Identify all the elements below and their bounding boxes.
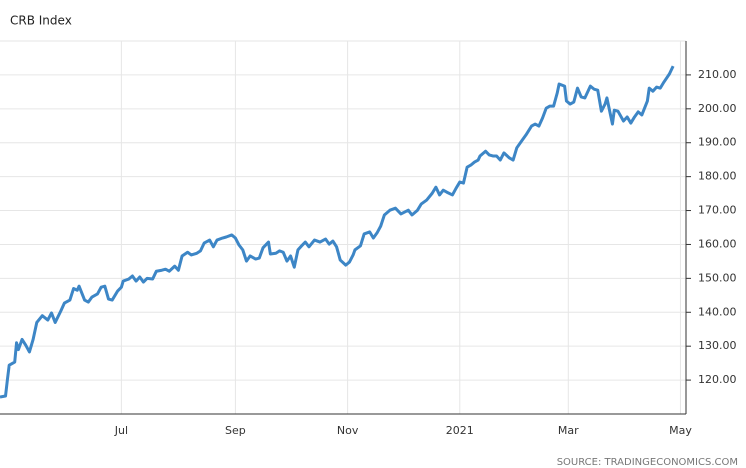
- y-tick-label: 160.00: [698, 237, 737, 250]
- y-tick-label: 130.00: [698, 339, 737, 352]
- y-tick-label: 210.00: [698, 68, 737, 81]
- y-tick-label: 200.00: [698, 102, 737, 115]
- x-tick-label: Sep: [225, 424, 246, 437]
- y-tick-label: 180.00: [698, 170, 737, 183]
- y-tick-label: 150.00: [698, 271, 737, 284]
- y-tick-label: 120.00: [698, 373, 737, 386]
- line: [0, 65, 675, 399]
- x-tick-label: Mar: [558, 424, 579, 437]
- y-tick-label: 140.00: [698, 305, 737, 318]
- y-tick-label: 190.00: [698, 136, 737, 149]
- source: SOURCE: TRADINGECONOMICS.COM: [557, 457, 738, 468]
- x-tick-label: May: [669, 424, 692, 437]
- y-tick-label: 170.00: [698, 204, 737, 217]
- chart-title: CRB Index: [10, 14, 72, 28]
- x-tick-label: Jul: [114, 424, 128, 437]
- x-tick-label: Nov: [337, 424, 359, 437]
- x-tick-label: 2021: [446, 424, 474, 437]
